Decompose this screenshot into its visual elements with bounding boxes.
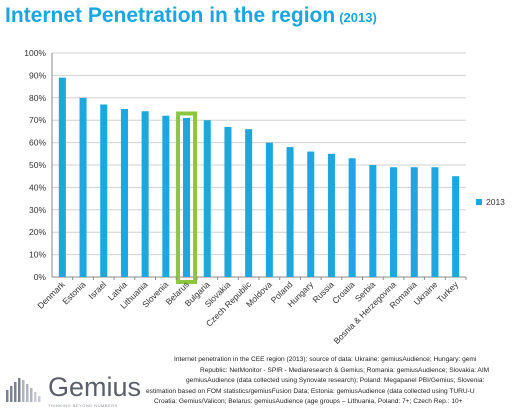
bar bbox=[79, 97, 87, 277]
x-tick-label: Turkey bbox=[435, 279, 461, 305]
gridlines bbox=[51, 52, 466, 278]
legend-label: 2013 bbox=[486, 197, 505, 207]
y-tick-label: 70% bbox=[29, 115, 46, 125]
y-axis-tick-labels: 0% 10% 20% 30% 40% 50% 60% 70% 80% 90% 100% bbox=[24, 48, 46, 282]
x-tick-label: Ukraine bbox=[412, 279, 440, 307]
x-tick-label: Estonia bbox=[60, 279, 87, 306]
x-tick-label: Israel bbox=[86, 279, 108, 301]
legend: 2013 bbox=[476, 197, 505, 207]
y-tick-label: 30% bbox=[29, 205, 46, 215]
x-axis-tick-labels: DenmarkEstoniaIsraelLatviaLithuaniaSlove… bbox=[35, 277, 467, 346]
y-tick-label: 100% bbox=[24, 48, 46, 58]
bar bbox=[224, 126, 232, 277]
y-tick-label: 10% bbox=[29, 250, 46, 260]
gemius-logo-icon bbox=[6, 378, 41, 402]
chart-title: Internet Penetration in the region (2013) bbox=[5, 4, 377, 28]
bar bbox=[265, 142, 273, 277]
bar bbox=[327, 153, 335, 277]
y-tick-label: 0% bbox=[34, 272, 47, 282]
bar bbox=[100, 104, 108, 278]
bar bbox=[348, 158, 356, 277]
bar bbox=[369, 165, 377, 277]
gemius-logo-text: Gemius bbox=[48, 372, 142, 402]
bar bbox=[162, 115, 170, 277]
gemius-logo: Gemius THINKING BEYOND NUMBERS bbox=[6, 372, 166, 408]
y-tick-label: 80% bbox=[29, 93, 46, 103]
highlight-box bbox=[176, 111, 198, 285]
bar bbox=[203, 120, 211, 277]
bar bbox=[58, 77, 66, 277]
bar bbox=[141, 111, 149, 278]
source-note-line: Internet penetration in the CEE region (… bbox=[174, 356, 477, 363]
chart-title-year: (2013) bbox=[339, 10, 377, 25]
y-tick-label: 20% bbox=[29, 227, 46, 237]
y-tick-label: 40% bbox=[29, 182, 46, 192]
bar bbox=[120, 109, 128, 277]
bar-series bbox=[58, 77, 460, 285]
bar bbox=[410, 167, 418, 277]
chart-title-main: Internet Penetration in the region bbox=[5, 4, 336, 27]
source-note-line: Croatia: Gemius/Valicon; Belarus: gemius… bbox=[154, 398, 463, 405]
bar bbox=[390, 167, 398, 277]
bar bbox=[183, 117, 191, 278]
y-tick-label: 50% bbox=[29, 160, 46, 170]
legend-swatch bbox=[476, 199, 482, 205]
footer: Gemius THINKING BEYOND NUMBERS Internet … bbox=[0, 355, 519, 411]
gemius-logo-tagline: THINKING BEYOND NUMBERS bbox=[48, 403, 118, 408]
source-note-line: Republic: NetMonitor - SPIR - Mediaresea… bbox=[200, 366, 490, 374]
source-note: Internet penetration in the CEE region (… bbox=[146, 355, 519, 411]
source-note-line: estimation based on FOM statistics/gemiu… bbox=[146, 387, 475, 395]
y-tick-label: 60% bbox=[29, 138, 46, 148]
bar bbox=[307, 151, 315, 277]
source-note-line: gemiusAudience (data collected using Syn… bbox=[186, 377, 485, 384]
y-tick-label: 90% bbox=[29, 70, 46, 80]
x-tick-label: Croatia bbox=[330, 279, 357, 306]
bar bbox=[431, 167, 439, 277]
bar bbox=[245, 129, 253, 277]
bar-chart: 0% 10% 20% 30% 40% 50% 60% 70% 80% 90% 100% Denmar… bbox=[24, 48, 505, 346]
bar bbox=[452, 176, 460, 277]
x-tick-label: Denmark bbox=[35, 279, 67, 311]
bar bbox=[286, 147, 294, 277]
